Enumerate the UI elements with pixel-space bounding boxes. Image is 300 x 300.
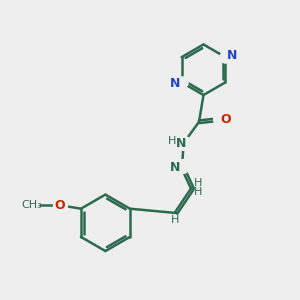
Text: H: H [194,187,202,197]
Text: H: H [194,178,202,188]
Text: CH₃: CH₃ [21,200,42,209]
Text: N: N [227,49,237,62]
Text: O: O [220,113,231,126]
Text: O: O [54,199,65,212]
Text: N: N [170,161,181,174]
Text: N: N [170,77,180,90]
Text: H: H [168,136,176,146]
Text: N: N [176,137,186,150]
Text: H: H [170,214,179,224]
